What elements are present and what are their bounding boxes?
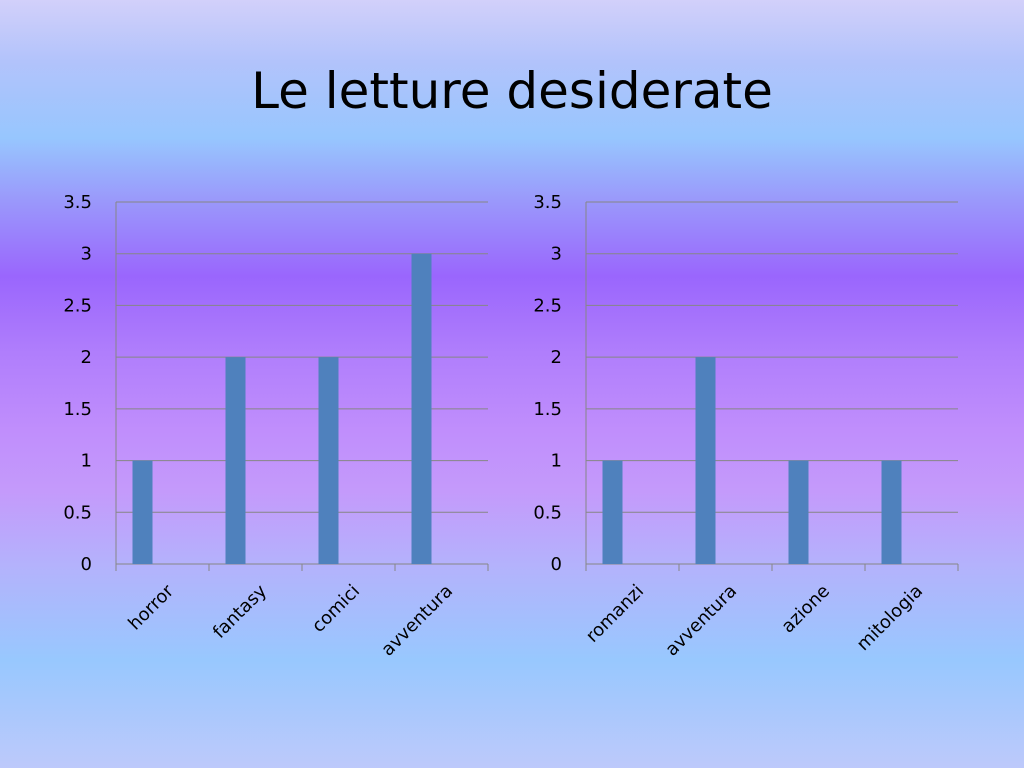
y-tick-label: 2 — [551, 347, 562, 368]
x-category-label: comici — [308, 581, 364, 637]
x-category-label: romanzi — [582, 581, 648, 647]
x-category-label: horror — [124, 580, 178, 634]
y-tick-label: 0.5 — [533, 502, 562, 523]
x-category-label: mitologia — [853, 581, 927, 655]
y-tick-label: 2.5 — [533, 295, 562, 316]
x-category-label: avventura — [661, 581, 741, 661]
y-tick-label: 0 — [551, 554, 562, 575]
slide-title: Le letture desiderate — [251, 62, 773, 120]
y-tick-label: 1.5 — [63, 399, 92, 420]
y-tick-label: 0.5 — [63, 502, 92, 523]
bar-azione — [788, 460, 809, 564]
bar-mitologia — [881, 460, 902, 564]
y-tick-label: 2 — [81, 347, 92, 368]
bar-avventura — [411, 253, 432, 564]
y-tick-label: 3 — [551, 244, 562, 265]
y-tick-label: 0 — [81, 554, 92, 575]
bar-chart-right: 0 0.5 1 1.5 2 2.5 3 3.5 romanzi avventura azione mi… — [533, 192, 959, 661]
y-tick-label: 3 — [81, 244, 92, 265]
bar-horror — [132, 460, 153, 564]
bar-romanzi — [602, 460, 623, 564]
x-category-label: azione — [777, 581, 834, 638]
y-tick-label: 3.5 — [533, 192, 562, 213]
x-category-label: avventura — [377, 581, 457, 661]
y-tick-label: 1 — [551, 451, 562, 472]
bar-comici — [318, 357, 339, 564]
chart-left: 0 0.5 1 1.5 2 2.5 3 3.5 horror fantasy comici avven… — [0, 180, 500, 700]
y-tick-label: 2.5 — [63, 295, 92, 316]
bar-avventura — [695, 357, 716, 564]
x-category-label: fantasy — [209, 580, 271, 642]
y-tick-label: 3.5 — [63, 192, 92, 213]
y-tick-label: 1.5 — [533, 399, 562, 420]
bar-fantasy — [225, 357, 246, 564]
y-tick-label: 1 — [81, 451, 92, 472]
chart-right: 0 0.5 1 1.5 2 2.5 3 3.5 romanzi avventura azione mi… — [470, 180, 970, 700]
bar-chart-left: 0 0.5 1 1.5 2 2.5 3 3.5 horror fantasy comici avven… — [63, 192, 489, 661]
